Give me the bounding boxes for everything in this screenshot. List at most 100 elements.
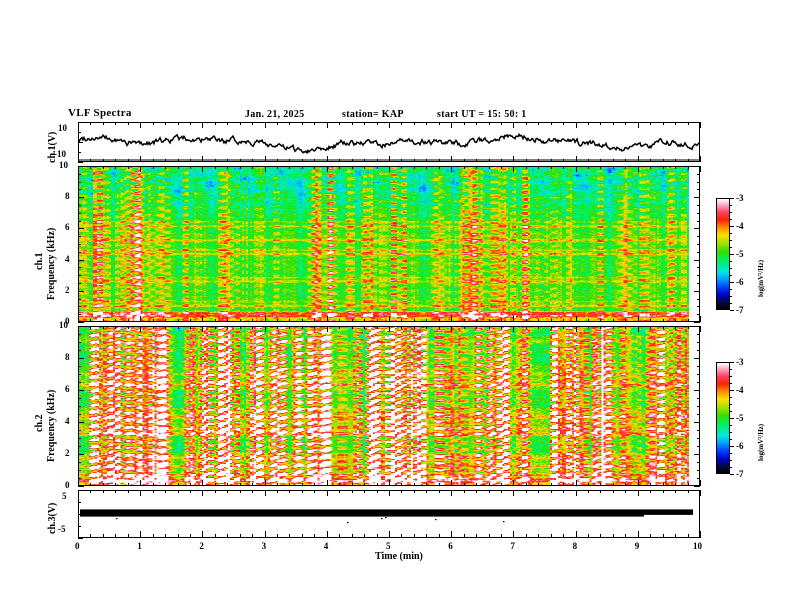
panel-x-tick bbox=[625, 326, 627, 329]
panel-x-tick bbox=[376, 483, 378, 486]
panel-x-tick bbox=[78, 316, 79, 322]
ch2-freq-tick bbox=[697, 374, 700, 375]
panel-x-tick bbox=[115, 319, 117, 322]
panel-x-tick bbox=[687, 483, 689, 486]
panel-x-tick bbox=[575, 156, 577, 162]
panel-x-tick bbox=[252, 166, 254, 169]
ch1-freq-tick bbox=[694, 259, 700, 261]
panel-x-tick bbox=[687, 319, 689, 322]
panel-x-tick bbox=[550, 483, 552, 486]
x-axis-major-tick bbox=[140, 531, 142, 538]
ch2-freq-label: 8 bbox=[65, 352, 70, 362]
panel-x-tick bbox=[351, 122, 353, 125]
panel-x-tick bbox=[463, 166, 465, 169]
panel-x-tick bbox=[140, 166, 142, 172]
x-axis-minor-tick bbox=[189, 534, 191, 538]
panel-x-tick bbox=[239, 319, 241, 322]
panel-x-tick bbox=[675, 122, 677, 125]
panel-x-tick bbox=[700, 326, 701, 332]
ch2-spectrogram-panel bbox=[78, 326, 700, 486]
panel-x-tick bbox=[277, 490, 279, 493]
x-axis-tick-label: 4 bbox=[323, 541, 329, 551]
ch1-freq-tick bbox=[697, 244, 700, 245]
ch2-freq-tick bbox=[78, 406, 81, 407]
panel-x-tick bbox=[426, 490, 428, 493]
panel-x-tick bbox=[351, 166, 353, 169]
panel-x-tick bbox=[413, 159, 415, 162]
panel-x-tick bbox=[588, 326, 590, 329]
panel-x-tick bbox=[476, 159, 478, 162]
panel-x-tick bbox=[700, 490, 701, 496]
x-axis-minor-tick bbox=[115, 534, 117, 538]
ch1-freq-tick bbox=[697, 236, 700, 238]
panel-x-tick bbox=[451, 480, 453, 486]
ch2-freq-tick bbox=[78, 342, 81, 343]
x-axis-minor-tick bbox=[438, 534, 440, 538]
panel-x-tick bbox=[314, 490, 316, 493]
panel-x-tick bbox=[401, 326, 403, 329]
panel-x-tick bbox=[401, 319, 403, 322]
panel-x-tick bbox=[612, 483, 614, 486]
panel-x-tick bbox=[588, 166, 590, 169]
colorbar-ch1-minor-tick bbox=[730, 205, 732, 206]
panel-x-tick bbox=[600, 326, 602, 329]
panel-x-tick bbox=[127, 122, 129, 125]
colorbar-ch2-minor-tick bbox=[730, 397, 732, 398]
panel-x-tick bbox=[177, 490, 179, 493]
panel-x-tick bbox=[525, 122, 527, 125]
x-axis-minor-tick bbox=[612, 534, 614, 538]
ch2-freq-tick bbox=[78, 350, 81, 351]
panel-x-tick bbox=[127, 326, 129, 329]
colorbar-ch1-minor-tick bbox=[730, 247, 732, 248]
panel-x-tick bbox=[326, 480, 328, 486]
panel-x-tick bbox=[140, 326, 142, 332]
panel-x-tick bbox=[612, 319, 614, 322]
x-axis-tick-label: 8 bbox=[572, 541, 578, 551]
ch1-freq-label: 2 bbox=[65, 284, 70, 295]
panel-x-tick bbox=[227, 159, 229, 162]
panel-x-tick bbox=[301, 483, 303, 486]
panel-x-tick bbox=[550, 122, 552, 125]
panel-x-tick bbox=[413, 490, 415, 493]
colorbar-ch2-minor-tick bbox=[730, 460, 732, 461]
panel-x-tick bbox=[301, 122, 303, 125]
colorbar-ch2-title: log(mV²/Hz) bbox=[757, 423, 765, 461]
panel-x-tick bbox=[438, 166, 440, 169]
panel-x-tick bbox=[575, 326, 577, 332]
panel-x-tick bbox=[165, 319, 167, 322]
ch1-freq-tick bbox=[78, 314, 81, 316]
ch1-freq-tick bbox=[78, 181, 81, 183]
panel-x-tick bbox=[538, 159, 540, 162]
ch2-freq-tick bbox=[694, 422, 700, 423]
x-axis-minor-tick bbox=[314, 534, 316, 538]
x-axis-minor-tick bbox=[339, 534, 341, 538]
x-axis-minor-tick bbox=[687, 534, 689, 538]
panel-x-tick bbox=[289, 326, 291, 329]
panel-x-tick bbox=[389, 490, 390, 496]
panel-x-tick bbox=[351, 490, 353, 493]
ch1-spec-ylabel-main: ch.1 bbox=[34, 252, 45, 271]
ch2-freq-tick bbox=[78, 478, 81, 479]
panel-x-tick bbox=[177, 166, 179, 169]
panel-x-tick bbox=[289, 319, 291, 322]
panel-x-tick bbox=[252, 483, 254, 486]
panel-x-tick bbox=[127, 166, 129, 169]
panel-x-tick bbox=[476, 166, 478, 169]
panel-x-tick bbox=[289, 490, 291, 493]
x-axis-minor-tick bbox=[650, 534, 652, 538]
ch1-freq-tick bbox=[78, 283, 81, 284]
panel-x-tick bbox=[687, 122, 689, 125]
panel-x-tick bbox=[252, 319, 254, 322]
panel-x-tick bbox=[301, 326, 303, 329]
panel-x-tick bbox=[451, 490, 453, 496]
x-axis-major-tick bbox=[326, 531, 328, 538]
x-axis-major-tick bbox=[513, 531, 515, 538]
ch2-freq-tick bbox=[697, 398, 700, 399]
panel-x-tick bbox=[413, 483, 415, 486]
panel-x-tick bbox=[227, 326, 229, 329]
panel-x-tick bbox=[650, 490, 652, 493]
panel-x-tick bbox=[650, 159, 652, 162]
x-axis-label: Time (min) bbox=[375, 551, 423, 562]
panel-x-tick bbox=[550, 319, 552, 322]
panel-x-tick bbox=[476, 319, 478, 322]
